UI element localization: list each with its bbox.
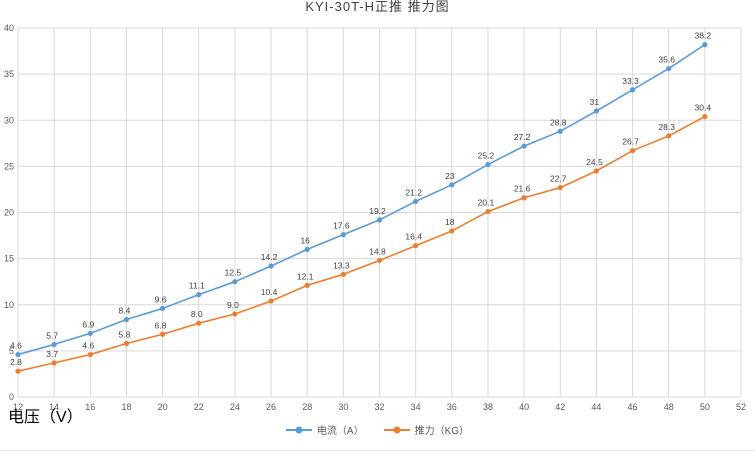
svg-text:25.2: 25.2 <box>478 151 495 161</box>
svg-text:26.7: 26.7 <box>622 137 639 147</box>
svg-text:31: 31 <box>590 97 600 107</box>
svg-text:44: 44 <box>591 402 601 412</box>
svg-text:35: 35 <box>4 69 14 79</box>
svg-text:5: 5 <box>9 346 14 356</box>
svg-text:30.4: 30.4 <box>695 103 712 113</box>
svg-text:20: 20 <box>4 208 14 218</box>
svg-text:52: 52 <box>736 402 746 412</box>
chart-title: KYI-30T-H正推 推力图 <box>305 0 450 14</box>
svg-text:30: 30 <box>338 402 348 412</box>
svg-text:34: 34 <box>411 402 421 412</box>
svg-text:50: 50 <box>700 402 710 412</box>
svg-text:36: 36 <box>447 402 457 412</box>
svg-text:28.8: 28.8 <box>550 117 567 127</box>
svg-text:9.6: 9.6 <box>155 294 167 304</box>
svg-text:38: 38 <box>483 402 493 412</box>
svg-text:18: 18 <box>121 402 131 412</box>
svg-text:14.2: 14.2 <box>261 252 278 262</box>
legend-label: 推力（KG） <box>414 426 470 437</box>
svg-text:26: 26 <box>266 402 276 412</box>
svg-text:12.5: 12.5 <box>225 268 242 278</box>
svg-text:23: 23 <box>445 171 455 181</box>
svg-text:18: 18 <box>445 217 455 227</box>
svg-text:5.7: 5.7 <box>46 330 58 340</box>
svg-text:40: 40 <box>519 402 529 412</box>
legend-item: 推力（KG） <box>383 422 470 437</box>
svg-text:15: 15 <box>4 254 14 264</box>
svg-text:16: 16 <box>300 235 310 245</box>
svg-text:25: 25 <box>4 161 14 171</box>
svg-text:21.6: 21.6 <box>514 184 531 194</box>
svg-text:48: 48 <box>664 402 674 412</box>
svg-text:6.8: 6.8 <box>155 320 167 330</box>
svg-text:10: 10 <box>4 300 14 310</box>
svg-text:16: 16 <box>85 402 95 412</box>
svg-text:14.8: 14.8 <box>369 246 386 256</box>
legend-marker-icon <box>383 428 410 431</box>
svg-text:16.4: 16.4 <box>405 232 422 242</box>
svg-text:38.2: 38.2 <box>695 31 712 41</box>
svg-text:10.4: 10.4 <box>261 287 278 297</box>
svg-text:2.8: 2.8 <box>10 357 22 367</box>
svg-text:3.7: 3.7 <box>46 349 58 359</box>
svg-text:9.0: 9.0 <box>227 300 239 310</box>
svg-text:40: 40 <box>4 23 14 33</box>
svg-text:4.6: 4.6 <box>82 341 94 351</box>
legend-label: 电流（A） <box>316 426 364 437</box>
svg-text:6.9: 6.9 <box>82 319 94 329</box>
svg-text:33.3: 33.3 <box>622 76 639 86</box>
svg-text:35.6: 35.6 <box>658 55 675 65</box>
legend-marker-icon <box>285 428 312 431</box>
svg-text:21.2: 21.2 <box>405 187 422 197</box>
svg-text:14: 14 <box>49 402 59 412</box>
svg-text:4.6: 4.6 <box>10 341 22 351</box>
svg-text:24: 24 <box>230 402 240 412</box>
svg-text:46: 46 <box>628 402 638 412</box>
svg-text:12: 12 <box>13 402 23 412</box>
svg-text:8.0: 8.0 <box>191 309 203 319</box>
svg-text:22.7: 22.7 <box>550 174 567 184</box>
svg-text:8.4: 8.4 <box>119 306 131 316</box>
svg-text:17.6: 17.6 <box>333 221 350 231</box>
svg-text:30: 30 <box>4 115 14 125</box>
svg-text:20.1: 20.1 <box>478 198 495 208</box>
svg-text:28: 28 <box>302 402 312 412</box>
svg-text:20: 20 <box>158 402 168 412</box>
svg-text:24.5: 24.5 <box>586 157 603 167</box>
svg-text:13.3: 13.3 <box>333 260 350 270</box>
x-axis-title: 电压（V） <box>8 409 83 426</box>
svg-text:19.2: 19.2 <box>369 206 386 216</box>
svg-text:42: 42 <box>555 402 565 412</box>
legend: 电流（A） 推力（KG） <box>0 422 755 437</box>
svg-text:5.8: 5.8 <box>119 329 131 339</box>
svg-text:0: 0 <box>9 392 14 402</box>
svg-text:32: 32 <box>374 402 384 412</box>
svg-text:27.2: 27.2 <box>514 132 531 142</box>
svg-text:22: 22 <box>194 402 204 412</box>
svg-text:11.1: 11.1 <box>189 281 205 291</box>
svg-text:12.1: 12.1 <box>297 271 314 281</box>
svg-text:28.3: 28.3 <box>658 122 675 132</box>
legend-item: 电流（A） <box>285 422 364 437</box>
